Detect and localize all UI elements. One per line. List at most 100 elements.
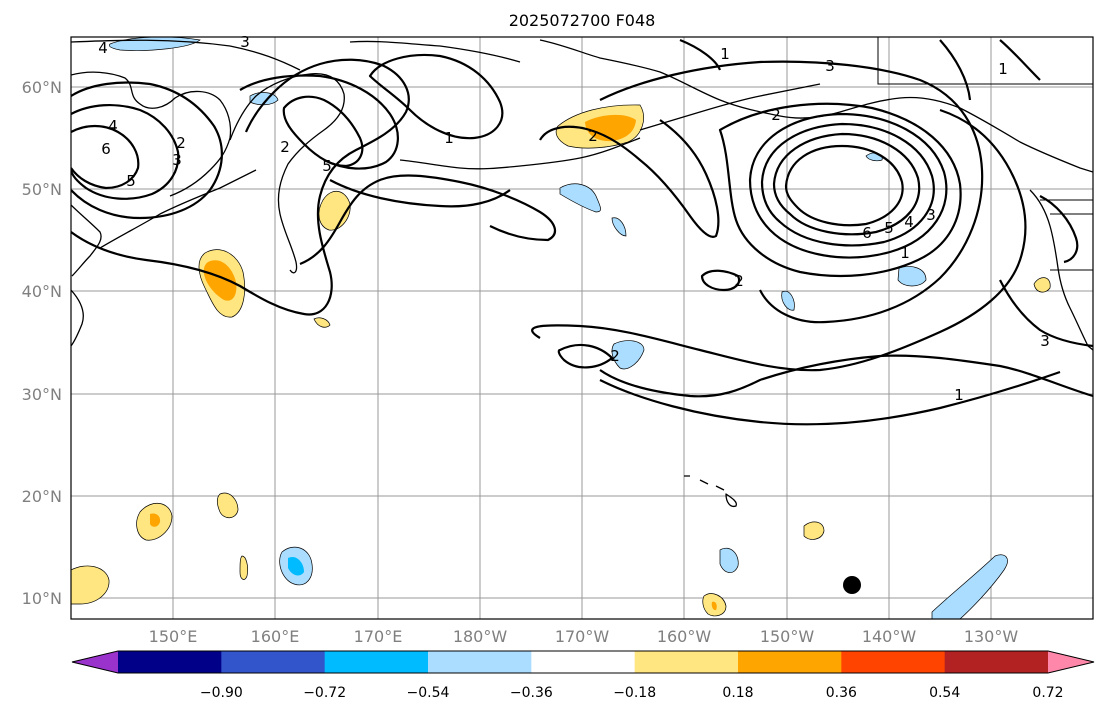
latitude-axis: 60°N 50°N 40°N 30°N 20°N 10°N [22,78,62,608]
longitude-axis: 150°E 160°E 170°E 180°W 170°W 160°W 150°… [149,627,1019,646]
negative-anomaly-aleutian [559,183,601,213]
colorbar-segment [221,651,326,673]
positive-anomaly-north-pacific-west-core [203,260,237,301]
colorbar-tick-label: −0.18 [613,685,656,701]
coastline-siberia [71,39,521,71]
positive-anomaly-small-1 [313,317,331,328]
negative-anomaly-small-3 [781,290,795,311]
contour-west-pacific-4 [71,58,410,316]
contour-label: 1 [444,129,454,147]
coastlines [71,37,1093,508]
contour-label: 2 [610,347,620,365]
contour-label: 4 [108,117,118,135]
contour-label: 1 [720,45,730,63]
colorbar-segment [428,651,532,673]
contours [71,38,1093,426]
lat-label-10n: 10°N [22,589,62,608]
positive-anomaly-tropics-central-core [711,601,717,611]
coastline-east-asia [71,71,232,347]
lat-label-20n: 20°N [22,487,62,506]
contour-west-pacific-2 [71,103,180,200]
contour-east-pacific-low-3 [748,112,948,259]
positive-anomaly-tropics-west-3 [239,555,248,580]
lat-label-40n: 40°N [22,282,62,301]
contour-east-pacific-low-2 [718,102,962,278]
coastline-japan-kuril [99,169,257,249]
colorbar: −0.90 −0.72 −0.54 −0.36 −0.18 0.18 0.36 0.54 0.7… [71,650,1095,701]
contour-label: 4 [904,213,914,231]
positive-anomaly-kuril [318,191,351,231]
contour-label: 2 [588,127,598,145]
colorbar-segment [634,651,739,673]
contour-aleutian-1 [539,119,720,238]
colorbar-segments [71,650,1095,674]
contour-east-pacific-low-5 [772,132,921,236]
storm-center-marker [843,576,861,594]
colorbar-segment [944,651,1049,673]
shaded-field [71,37,1051,619]
contour-label: 2 [771,106,781,124]
colorbar-ticks: −0.90 −0.72 −0.54 −0.36 −0.18 0.18 0.36 0.54 0.7… [200,685,1064,701]
lat-label-50n: 50°N [22,180,62,199]
contour-north-america-2 [999,279,1093,348]
map-frame [70,36,1094,620]
colorbar-segment [738,651,842,673]
lon-label-160w: 160°W [657,627,712,646]
colorbar-tick-label: 0.72 [1032,685,1063,701]
contour-west-pacific-5 [282,95,364,168]
negative-anomaly-small-2 [611,217,627,237]
contour-label: 3 [926,206,936,224]
contour-label: 5 [884,219,894,237]
lon-label-170w: 170°W [555,627,610,646]
contour-label: 4 [98,39,108,57]
colorbar-tick-label: 0.18 [722,685,753,701]
negative-anomaly-tropics-central [719,547,739,573]
contour-east-pacific-low-4 [760,122,935,247]
coastline-north-america-west [1029,189,1093,351]
contour-west-pacific-3 [71,124,140,190]
positive-anomaly-tropics-west-2 [217,492,239,519]
contour-label: 1 [900,244,910,262]
canada-border [877,37,1093,271]
contour-east-pacific-low-6 [784,144,904,227]
lon-label-170e: 170°E [354,627,403,646]
negative-anomaly-tropics-west-core [288,556,304,576]
lon-label-180w: 180°W [453,627,508,646]
coastline-hawaii [684,475,738,508]
lon-label-150w: 150°W [760,627,815,646]
contour-label: 3 [1040,332,1050,350]
negative-anomaly-gulf [897,266,927,287]
lon-label-150e: 150°E [149,627,198,646]
contour-label: 2 [280,138,290,156]
colorbar-segment [531,651,636,673]
contour-label: 6 [862,224,872,242]
contour-label: 5 [322,157,332,175]
contour-label: 1 [954,386,964,404]
positive-anomaly-tropics-west-1-core [150,513,161,527]
colorbar-tick-label: −0.90 [200,685,243,701]
colorbar-extend-high [1048,651,1094,673]
contour-gulf-small [700,195,1079,292]
map-panel: 4 3 4 6 5 2 3 5 2 1 2 1 3 1 2 6 5 4 3 1 … [70,33,1094,620]
lon-label-140w: 140°W [862,627,917,646]
colorbar-tick-label: 0.54 [929,685,960,701]
colorbar-tick-label: −0.54 [407,685,450,701]
colorbar-segment [118,651,222,673]
lat-label-30n: 30°N [22,385,62,404]
lon-label-160e: 160°E [251,627,300,646]
contour-label: 5 [126,172,136,190]
map-title: 2025072700 F048 [509,11,656,30]
negative-anomaly-tropics-east [931,554,1008,619]
coastline-kamchatka [229,73,345,274]
contour-label: 6 [101,140,111,158]
colorbar-tick-label: −0.36 [510,685,553,701]
contour-label: 3 [240,33,250,51]
contour-east-pacific-low-1 [599,60,984,324]
coastline-aleutians [399,137,641,170]
negative-anomaly-central [611,340,645,370]
contour-label: 3 [825,57,835,75]
colorbar-extend-low [72,651,118,673]
positive-anomaly-gulf-coast [1033,277,1051,293]
contour-north-1 [679,38,1041,101]
